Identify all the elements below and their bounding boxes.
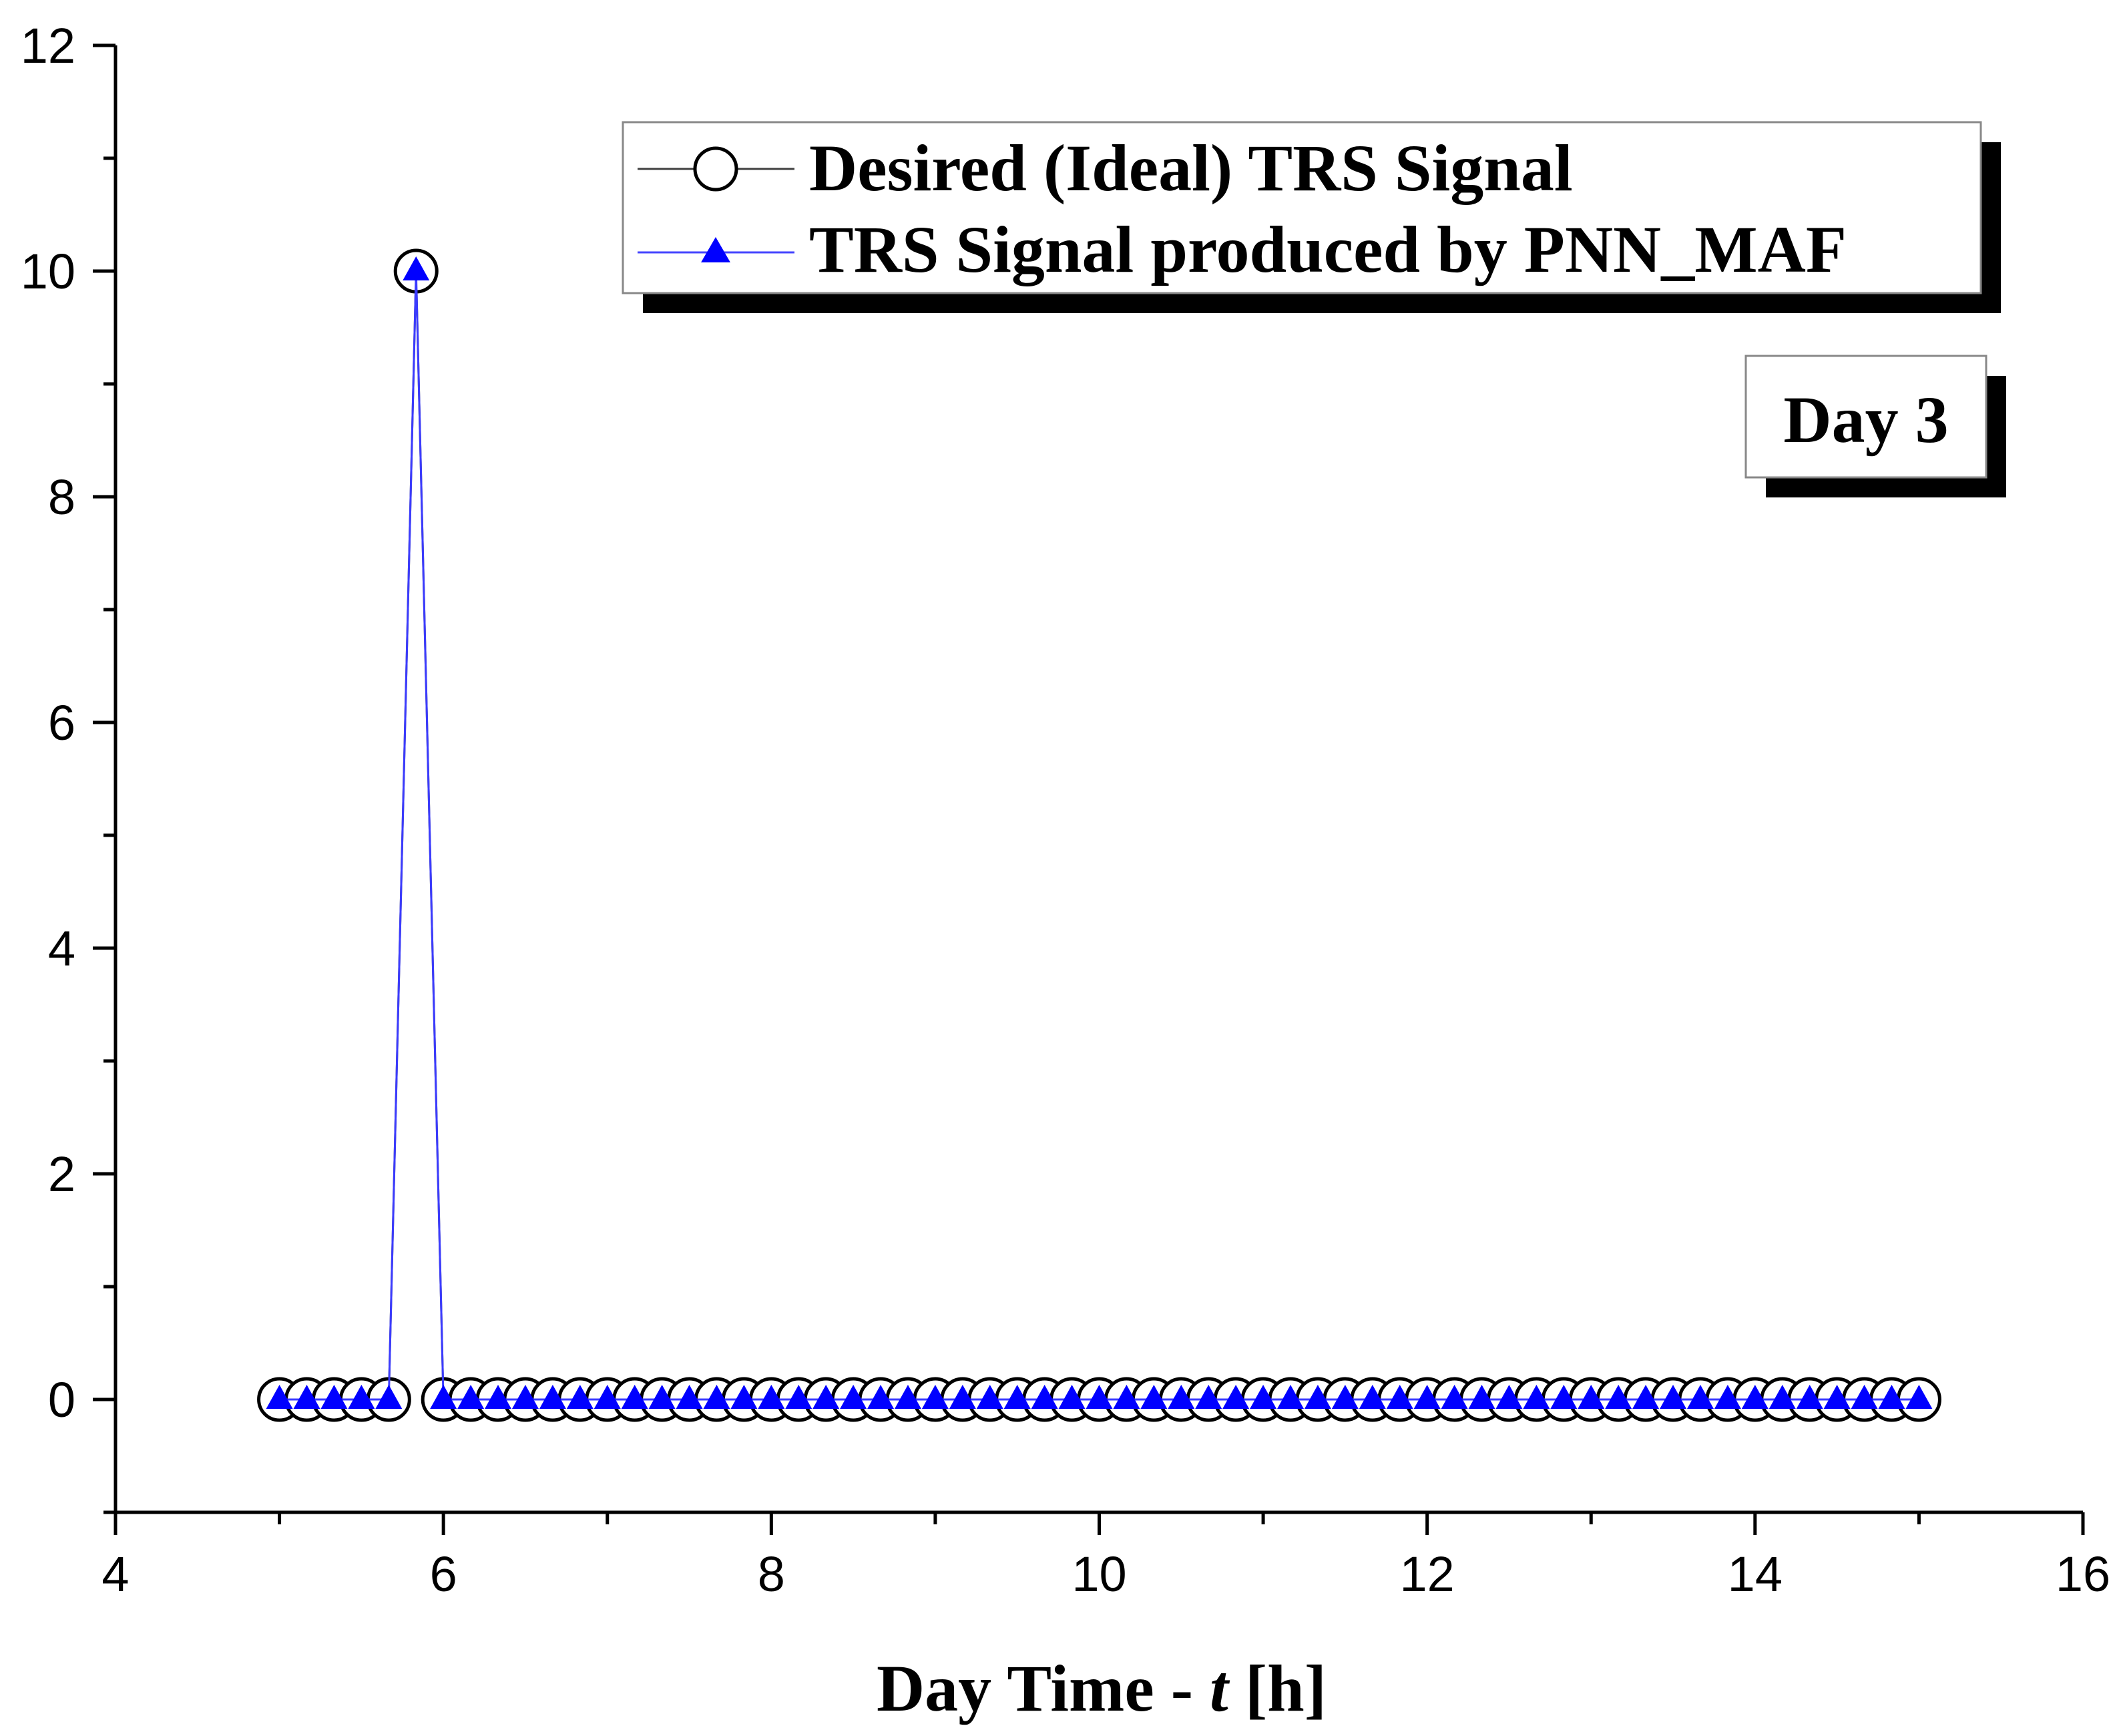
point-pnn [1495, 1385, 1523, 1409]
point-pnn [949, 1385, 976, 1409]
x-axis-title-prefix: Day Time - [877, 1651, 1210, 1725]
point-pnn [621, 1385, 648, 1409]
point-pnn [894, 1385, 921, 1409]
point-pnn [348, 1385, 375, 1409]
y-tick-label: 0 [48, 1372, 75, 1428]
point-pnn [1331, 1385, 1359, 1409]
legend-marker-ideal [693, 146, 738, 192]
day-annotation: Day 3 [1744, 355, 2006, 497]
y-tick-label: 6 [48, 695, 75, 750]
point-pnn [1686, 1385, 1714, 1409]
x-tick-label: 8 [758, 1546, 785, 1602]
x-tick-label: 4 [101, 1546, 129, 1602]
point-pnn [1140, 1385, 1168, 1409]
point-pnn [1086, 1385, 1113, 1409]
point-pnn [1578, 1385, 1605, 1409]
point-pnn [1441, 1385, 1468, 1409]
point-pnn [511, 1385, 539, 1409]
point-pnn [430, 1385, 457, 1409]
point-pnn [594, 1385, 621, 1409]
x-tick-label: 10 [1072, 1546, 1126, 1602]
point-pnn [1796, 1385, 1823, 1409]
point-pnn [539, 1385, 566, 1409]
legend-label-pnn: TRS Signal produced by PNN_MAF [809, 212, 1847, 286]
y-tick-label: 2 [48, 1146, 75, 1202]
point-pnn [1195, 1385, 1222, 1409]
point-pnn [921, 1385, 949, 1409]
point-pnn [1468, 1385, 1495, 1409]
x-axis-title-suffix: [h] [1228, 1651, 1327, 1725]
point-pnn [403, 256, 430, 280]
series-line-ideal [279, 270, 1919, 1401]
point-pnn [867, 1385, 895, 1409]
point-pnn [1632, 1385, 1660, 1409]
y-tick-label: 4 [48, 921, 75, 976]
point-pnn [812, 1385, 840, 1409]
point-pnn [1905, 1385, 1933, 1409]
x-tick-label: 6 [430, 1546, 457, 1602]
legend-label-ideal: Desired (Ideal) TRS Signal [809, 131, 1573, 205]
series-desired-ideal [257, 248, 1941, 1422]
point-pnn [1304, 1385, 1331, 1409]
point-pnn [1878, 1385, 1905, 1409]
legend: Desired (Ideal) TRS Signal TRS Signal pr… [622, 121, 2001, 313]
point-pnn [1168, 1385, 1195, 1409]
point-pnn [1605, 1385, 1632, 1409]
point-pnn [1058, 1385, 1086, 1409]
point-pnn [648, 1385, 676, 1409]
point-pnn [1413, 1385, 1441, 1409]
day-box-frame [1744, 355, 1987, 479]
point-pnn [785, 1385, 812, 1409]
point-pnn [485, 1385, 512, 1409]
series-line-pnn [279, 270, 1919, 1401]
x-axis-title-var: t [1210, 1651, 1230, 1725]
point-pnn [320, 1385, 348, 1409]
legend-box [622, 121, 1982, 294]
y-tick-label: 10 [21, 244, 75, 299]
axes: 4 6 8 10 12 14 16 0 2 4 6 8 10 12 [21, 18, 2110, 1602]
point-pnn [676, 1385, 703, 1409]
point-pnn [1277, 1385, 1305, 1409]
point-pnn [1359, 1385, 1386, 1409]
point-pnn [266, 1385, 293, 1409]
point-pnn [1386, 1385, 1413, 1409]
legend-marker-pnn [701, 237, 730, 262]
point-pnn [1113, 1385, 1140, 1409]
point-pnn [1660, 1385, 1687, 1409]
point-pnn [703, 1385, 730, 1409]
series-pnn-maf [266, 256, 1933, 1409]
point-pnn [1823, 1385, 1851, 1409]
day-label: Day 3 [1783, 383, 1948, 457]
point-pnn [1031, 1385, 1058, 1409]
point-pnn [730, 1385, 758, 1409]
point-pnn [758, 1385, 785, 1409]
point-pnn [1250, 1385, 1277, 1409]
x-tick-label: 14 [1728, 1546, 1783, 1602]
point-pnn [375, 1385, 403, 1409]
point-pnn [566, 1385, 594, 1409]
point-pnn [1523, 1385, 1550, 1409]
point-pnn [1741, 1385, 1769, 1409]
point-pnn [1769, 1385, 1796, 1409]
x-axis-title: Day Time - t [h] [877, 1651, 1327, 1725]
x-tick-label: 12 [1400, 1546, 1455, 1602]
point-pnn [1714, 1385, 1741, 1409]
point-pnn [1851, 1385, 1878, 1409]
point-pnn [1003, 1385, 1031, 1409]
point-pnn [1550, 1385, 1578, 1409]
x-tick-label: 16 [2056, 1546, 2110, 1602]
point-pnn [840, 1385, 867, 1409]
point-pnn [293, 1385, 320, 1409]
point-pnn [1222, 1385, 1250, 1409]
y-tick-label: 12 [21, 18, 75, 73]
y-tick-label: 8 [48, 469, 75, 525]
point-pnn [457, 1385, 485, 1409]
point-pnn [976, 1385, 1003, 1409]
